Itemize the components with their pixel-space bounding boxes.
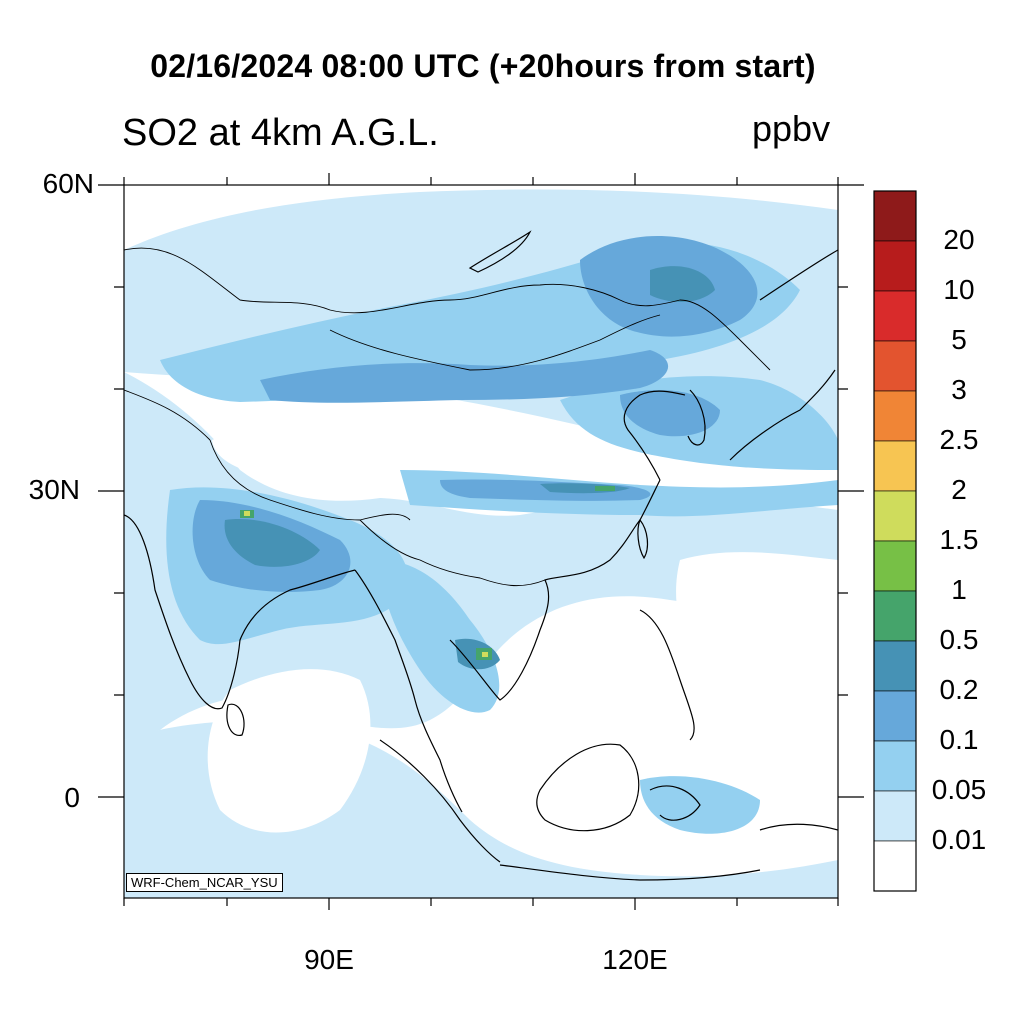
colorbar-label-6: 1.5 [939, 524, 979, 555]
colorbar [873, 190, 917, 892]
lat-label-30n: 30N [28, 474, 80, 505]
coast-philippines [639, 609, 695, 741]
lat-label-0: 0 [64, 782, 80, 813]
field-clean-south-china-sea [508, 626, 678, 778]
coast-sri-lanka [226, 703, 245, 736]
colorbar-box-9 [873, 640, 917, 692]
coast-taiwan [637, 518, 649, 560]
colorbar-boxes [873, 190, 917, 892]
colorbar-label-12: 0.01 [931, 824, 987, 855]
lake-baikal [468, 230, 532, 273]
minor-ticks-bottom [123, 898, 839, 906]
field-level-0-2-ganges-core [224, 519, 320, 567]
colorbar-box-5 [873, 440, 917, 492]
colorbar-label-5: 2 [951, 474, 967, 505]
coast-okhotsk [759, 249, 838, 301]
colorbar-box-2 [873, 290, 917, 342]
colorbar-box-1 [873, 240, 917, 292]
field-clean-bay-of-bengal [207, 669, 371, 833]
field-clean-pacific [676, 552, 838, 704]
field-level-0-05-indochina [380, 560, 500, 713]
colorbar-label-10: 0.1 [939, 724, 979, 755]
figure-title: 02/16/2024 08:00 UTC (+20hours from star… [150, 48, 816, 84]
coast-borneo [536, 743, 640, 832]
coast-china-east [623, 390, 686, 481]
colorbar-box-0 [873, 190, 917, 242]
minor-ticks-top [123, 177, 839, 185]
border-china-indochina [359, 519, 546, 587]
lon-label-90e: 90E [304, 944, 354, 975]
field-level-0-2-northeast-core [650, 266, 715, 302]
colorbar-box-10 [873, 690, 917, 742]
colorbar-label-2: 5 [951, 324, 967, 355]
field-hotspot-cambodia-yellow [482, 652, 488, 657]
minor-ticks-right [838, 286, 848, 696]
concentration-field [124, 185, 838, 898]
field-hotspot-ganges-yellow [244, 511, 250, 516]
colorbar-box-8 [873, 590, 917, 642]
coast-sumatra [379, 739, 501, 863]
coastlines [124, 230, 838, 881]
colorbar-label-11: 0.05 [931, 774, 987, 805]
borders [124, 247, 771, 587]
colorbar-box-3 [873, 340, 917, 392]
colorbar-box-13 [873, 840, 917, 892]
colorbar-frame [873, 190, 917, 892]
colorbar-box-12 [873, 790, 917, 842]
colorbar-label-0: 20 [943, 224, 975, 255]
colorbar-label-1: 10 [943, 274, 975, 305]
coast-java [499, 864, 761, 881]
field-hotspot-yangtze-green [595, 486, 615, 491]
coast-india [124, 514, 356, 710]
border-himalaya [209, 439, 411, 521]
lat-label-60n: 60N [42, 168, 94, 199]
coast-new-guinea [759, 823, 838, 831]
coast-korea [687, 389, 706, 446]
units-subtitle: ppbv [752, 108, 831, 149]
colorbar-box-11 [873, 740, 917, 792]
colorbar-label-3: 3 [951, 374, 967, 405]
coast-sulawesi [649, 785, 701, 821]
border-mongolia-china [329, 314, 661, 371]
colorbar-label-9: 0.2 [939, 674, 979, 705]
colorbar-box-7 [873, 540, 917, 592]
field-level-0-1-korea [620, 390, 720, 437]
field-level-0-01-west [124, 372, 838, 740]
coast-japan [729, 369, 836, 461]
border-russia-mongolia-china [124, 247, 771, 371]
colorbar-box-6 [873, 490, 917, 542]
field-level-0-1-mongolia-band [260, 350, 669, 403]
minor-ticks-left [114, 286, 124, 696]
colorbar-label-8: 0.5 [939, 624, 979, 655]
border-central-asia [124, 389, 211, 441]
coast-burma-malay [354, 569, 463, 813]
plot-frame [123, 184, 839, 899]
lon-label-120e: 120E [602, 944, 668, 975]
colorbar-box-4 [873, 390, 917, 442]
axis-ticks [98, 173, 864, 910]
model-credit: WRF-Chem_NCAR_YSU [126, 873, 283, 892]
colorbar-label-4: 2.5 [939, 424, 979, 455]
colorbar-label-7: 1 [951, 574, 967, 605]
variable-subtitle: SO2 at 4km A.G.L. [122, 112, 439, 154]
